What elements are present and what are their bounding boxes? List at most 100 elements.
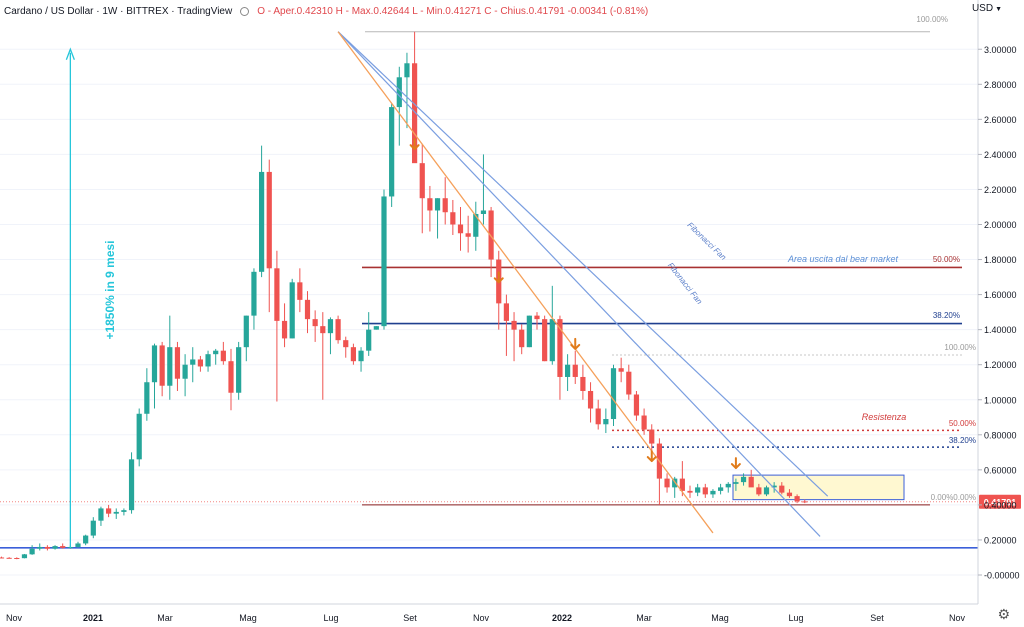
currency-selector[interactable]: USD ▼	[972, 3, 1002, 14]
gear-icon[interactable]: ⚙	[997, 606, 1010, 622]
candle-body	[266, 171, 272, 269]
candle-body	[396, 77, 402, 108]
candle-body	[159, 345, 165, 386]
chart-header: Cardano / US Dollar · 1W · BITTREX · Tra…	[4, 3, 648, 19]
small-fib-50-label: 50.00%	[949, 419, 976, 428]
candle-body	[205, 354, 211, 367]
candle-body	[304, 299, 311, 320]
candle-body	[350, 347, 356, 362]
y-tick-label: 1.00000	[984, 395, 1017, 405]
candle-body	[442, 198, 448, 213]
candles	[0, 31, 808, 560]
candle-body	[182, 364, 188, 379]
arrow-marks	[409, 138, 741, 470]
candle-body	[98, 508, 104, 521]
candle-body	[725, 483, 731, 488]
y-tick-label: -0.00000	[984, 571, 1020, 581]
x-tick-label: Nov	[473, 613, 490, 623]
candle-body	[740, 476, 747, 483]
candle-body	[687, 490, 693, 493]
candle-body	[595, 408, 601, 425]
candle-body	[672, 478, 678, 488]
candle-body	[167, 347, 173, 386]
price-badge-label: 0.41791	[984, 497, 1017, 507]
small-fib-100-label: 100.00%	[944, 343, 976, 352]
candle-body	[786, 492, 793, 497]
candle-body	[580, 376, 586, 391]
candle-body	[259, 171, 265, 272]
y-tick-label: 2.60000	[984, 115, 1017, 125]
candle-body	[480, 210, 487, 214]
y-tick-label: 2.40000	[984, 150, 1017, 160]
candle-body	[419, 163, 425, 199]
candle-body	[649, 429, 655, 444]
candle-body	[29, 548, 35, 555]
x-tick-label: Nov	[949, 613, 966, 623]
candle-body	[21, 554, 28, 559]
fib-50-label: 50.00%	[933, 255, 960, 264]
candle-body	[320, 326, 326, 334]
x-tick-label: Nov	[6, 613, 23, 623]
x-tick-label: Mag	[239, 613, 257, 623]
candle-body	[37, 546, 43, 549]
down-arrow-mark	[646, 450, 657, 463]
bear-exit-label: Area uscita dal bear market	[787, 254, 899, 264]
candle-body	[534, 315, 540, 320]
x-tick-label: Lug	[788, 613, 803, 623]
ohlc-readout: O - Aper.0.42310 H - Max.0.42644 L - Min…	[257, 5, 649, 17]
candle-body	[434, 198, 441, 211]
candle-body	[220, 350, 226, 362]
candle-body	[633, 394, 640, 416]
x-tick-label: Lug	[323, 613, 338, 623]
candle-body	[465, 233, 471, 237]
resistance-label: Resistenza	[862, 412, 907, 422]
candle-body	[113, 511, 119, 514]
candle-body	[366, 329, 372, 351]
candle-body	[373, 326, 379, 330]
down-arrow-mark	[409, 138, 420, 151]
y-tick-label: 2.80000	[984, 80, 1017, 90]
y-tick-label: 0.80000	[984, 430, 1017, 440]
candle-body	[503, 303, 509, 321]
y-tick-label: 2.20000	[984, 185, 1017, 195]
candle-body	[136, 413, 142, 460]
candle-body	[297, 282, 303, 300]
growth-arrow-head	[65, 47, 75, 60]
fib-fan-upper-line	[337, 31, 829, 497]
candle-body	[228, 361, 234, 393]
candle-body	[771, 485, 777, 488]
candle-body	[312, 319, 318, 327]
candle-body	[60, 546, 66, 548]
fib-0-label: 0.00%0.00%	[931, 493, 976, 502]
candle-body	[289, 282, 295, 339]
currency-label: USD	[971, 3, 994, 14]
candle-body	[488, 210, 494, 260]
candle-body	[14, 558, 20, 560]
candle-body	[0, 557, 5, 559]
orange-trend-line	[337, 31, 714, 534]
candle-body	[679, 478, 685, 491]
candle-body	[610, 368, 617, 420]
candle-body	[763, 487, 770, 495]
candle-body	[603, 419, 609, 425]
candle-body	[174, 347, 181, 379]
small-fib-38-label: 38.20%	[949, 436, 976, 445]
candle-body	[710, 490, 716, 495]
candle-body	[243, 315, 249, 348]
candle-body	[511, 320, 517, 330]
candle-body	[457, 224, 464, 234]
candle-body	[121, 510, 127, 512]
candle-body	[190, 359, 196, 365]
candle-body	[519, 329, 525, 348]
candle-body	[335, 319, 341, 341]
y-tick-label: 0.20000	[984, 535, 1017, 545]
x-tick-label: Set	[870, 613, 884, 623]
fib-fan-upper-label: Fibonacci Fan	[686, 221, 729, 263]
candle-body	[794, 496, 800, 502]
visibility-icon[interactable]	[240, 6, 250, 16]
candle-body	[44, 546, 50, 549]
fib-38-label: 38.20%	[933, 311, 960, 320]
candle-body	[557, 319, 563, 377]
y-tick-label: 2.00000	[984, 220, 1017, 230]
